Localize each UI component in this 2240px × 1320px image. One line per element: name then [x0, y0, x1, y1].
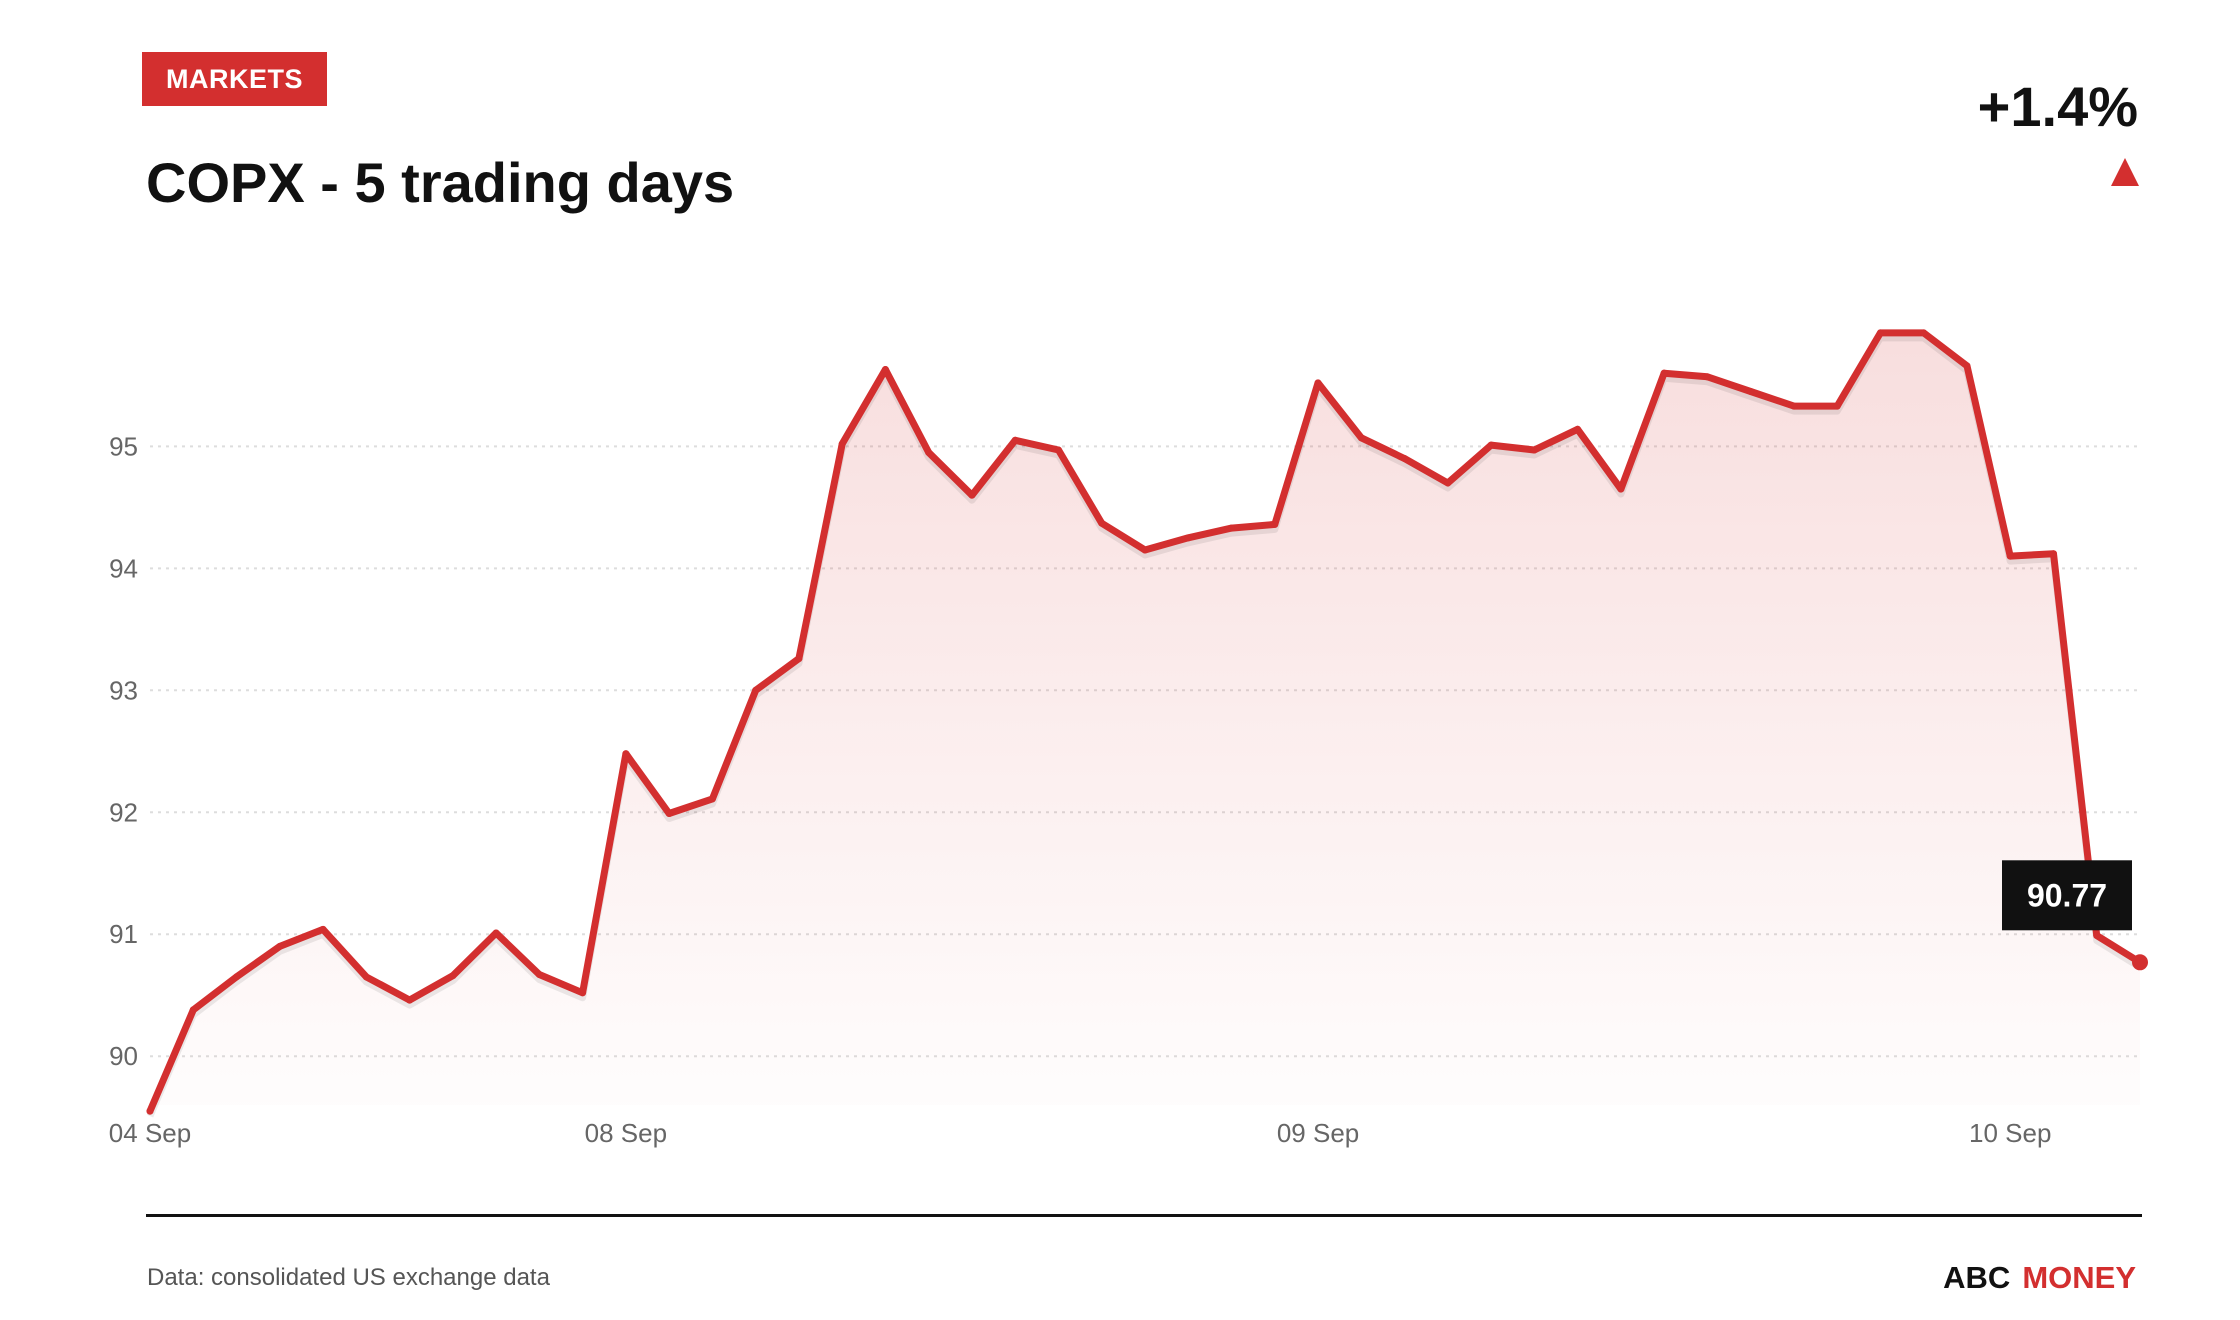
data-point — [1530, 446, 1538, 454]
data-point — [2006, 552, 2014, 560]
data-source-note: Data: consolidated US exchange data — [147, 1264, 550, 1291]
data-point — [968, 491, 976, 499]
brand-secondary: MONEY — [2022, 1260, 2136, 1295]
data-point — [1876, 329, 1884, 337]
data-point — [189, 1006, 197, 1014]
data-point — [362, 973, 370, 981]
data-point — [1703, 373, 1711, 381]
x-tick-label: 08 Sep — [585, 1118, 667, 1148]
brand-primary: ABC — [1943, 1260, 2011, 1295]
data-point — [752, 686, 760, 694]
data-point — [535, 970, 543, 978]
data-point — [492, 929, 500, 937]
y-axis: 90 91 92 93 94 95 — [109, 431, 138, 1071]
data-point — [665, 809, 673, 817]
price-change: +1.4% — [1977, 75, 2138, 138]
data-point — [1184, 534, 1192, 542]
data-point — [1401, 455, 1409, 463]
last-value-dot — [2132, 954, 2148, 971]
data-point — [579, 989, 587, 997]
y-tick-label: 91 — [109, 919, 138, 949]
y-tick-label: 90 — [109, 1041, 138, 1071]
y-tick-label: 94 — [109, 553, 138, 583]
data-point — [2093, 931, 2101, 939]
data-point — [1011, 436, 1019, 444]
data-point — [1660, 369, 1668, 377]
data-point — [233, 973, 241, 981]
x-tick-label: 09 Sep — [1277, 1118, 1359, 1148]
last-value-label-text: 90.77 — [2027, 877, 2107, 913]
x-tick-label: 04 Sep — [109, 1118, 191, 1148]
data-point — [1574, 425, 1582, 433]
data-point — [708, 795, 716, 803]
y-tick-label: 93 — [109, 675, 138, 705]
y-tick-label: 95 — [109, 431, 138, 461]
data-point — [1487, 441, 1495, 449]
data-point — [406, 996, 414, 1004]
data-point — [1228, 524, 1236, 532]
data-point — [1141, 546, 1149, 554]
data-point — [1271, 520, 1279, 528]
data-point — [795, 655, 803, 663]
data-point — [1098, 519, 1106, 527]
data-point — [276, 942, 284, 950]
last-value-label-box — [2002, 860, 2132, 931]
data-point — [1833, 402, 1841, 410]
data-point — [622, 750, 630, 758]
data-point — [2049, 550, 2057, 558]
y-tick-label: 92 — [109, 797, 138, 827]
data-point — [146, 1107, 154, 1115]
category-badge: MARKETS — [142, 52, 327, 106]
last-value-label: 90.77 — [2002, 860, 2132, 931]
footer-divider — [146, 1214, 2142, 1217]
price-chart: 90 91 92 93 94 95 04 Sep 08 Sep 09 Sep 10 Sep 90… — [109, 329, 2148, 1148]
chart-title: COPX - 5 trading days — [146, 151, 735, 214]
data-point — [1444, 479, 1452, 487]
data-point — [1747, 387, 1755, 395]
data-point — [925, 448, 933, 456]
x-axis: 04 Sep 08 Sep 09 Sep 10 Sep — [109, 1118, 2052, 1148]
data-point — [319, 925, 327, 933]
data-point — [449, 972, 457, 980]
price-area-fill — [150, 332, 2140, 1112]
triangle-up-icon — [2111, 158, 2139, 186]
brand-logo: ABC MONEY — [1943, 1260, 2136, 1296]
data-point — [838, 440, 846, 448]
data-point — [1314, 379, 1322, 387]
data-point — [1963, 362, 1971, 370]
data-point — [881, 366, 889, 374]
data-point — [1054, 446, 1062, 454]
x-tick-label: 10 Sep — [1969, 1118, 2051, 1148]
data-point — [1920, 329, 1928, 337]
data-point — [1617, 485, 1625, 493]
price-line-shadow — [146, 334, 2142, 1118]
price-points — [146, 329, 2144, 1115]
data-point — [1790, 402, 1798, 410]
data-point — [1357, 434, 1365, 442]
